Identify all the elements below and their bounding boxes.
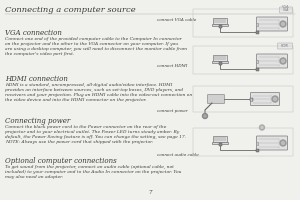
Circle shape	[204, 115, 206, 117]
FancyBboxPatch shape	[213, 54, 227, 61]
Circle shape	[202, 114, 208, 118]
Bar	[218, 62, 221, 64]
FancyBboxPatch shape	[278, 43, 292, 49]
Circle shape	[261, 127, 263, 129]
Text: VGA: VGA	[282, 5, 290, 9]
Circle shape	[280, 21, 286, 27]
FancyBboxPatch shape	[214, 55, 226, 60]
Text: HDMI connection: HDMI connection	[5, 75, 68, 83]
FancyBboxPatch shape	[256, 136, 287, 150]
FancyBboxPatch shape	[214, 136, 226, 141]
FancyBboxPatch shape	[208, 95, 224, 104]
FancyBboxPatch shape	[280, 7, 292, 13]
Text: connect power: connect power	[157, 109, 188, 113]
Text: Connect the black power cord to the Power connector on the rear of the
projector: Connect the black power cord to the Powe…	[5, 125, 186, 144]
Circle shape	[280, 58, 286, 64]
FancyBboxPatch shape	[212, 60, 228, 63]
Text: connect HDMI: connect HDMI	[157, 64, 188, 68]
FancyBboxPatch shape	[213, 18, 227, 24]
FancyBboxPatch shape	[256, 17, 287, 31]
Bar	[218, 24, 221, 27]
Text: Connecting power: Connecting power	[5, 117, 70, 125]
FancyBboxPatch shape	[256, 54, 287, 68]
Circle shape	[281, 142, 284, 144]
Circle shape	[274, 98, 277, 100]
FancyBboxPatch shape	[256, 142, 257, 144]
FancyBboxPatch shape	[256, 60, 257, 62]
Text: connect VGA cable: connect VGA cable	[157, 18, 196, 22]
Circle shape	[260, 125, 265, 130]
Circle shape	[281, 60, 284, 62]
Bar	[218, 142, 221, 146]
Circle shape	[281, 22, 284, 25]
Text: HDMI is a standard, uncompressed, all-digital audio/video interface. HDMI
provid: HDMI is a standard, uncompressed, all-di…	[5, 83, 192, 102]
Circle shape	[280, 140, 286, 146]
Text: Connecting a computer source: Connecting a computer source	[5, 6, 136, 14]
Circle shape	[272, 96, 278, 102]
FancyBboxPatch shape	[250, 98, 251, 100]
Text: VGA: VGA	[283, 8, 289, 12]
Text: 7: 7	[148, 190, 152, 195]
Text: Connect one end of the provided computer cable to the Computer In connector
on t: Connect one end of the provided computer…	[5, 37, 187, 56]
Bar	[250, 98, 253, 100]
Text: connect audio cable: connect audio cable	[157, 153, 199, 157]
FancyBboxPatch shape	[212, 23, 228, 26]
Text: To get sound from the projector, connect an audio cable (optional cable, not
inc: To get sound from the projector, connect…	[5, 165, 181, 179]
FancyBboxPatch shape	[213, 136, 227, 142]
FancyBboxPatch shape	[256, 22, 257, 25]
FancyBboxPatch shape	[214, 19, 226, 23]
Text: VGA connection: VGA connection	[5, 29, 62, 37]
Bar	[256, 68, 259, 71]
FancyBboxPatch shape	[212, 142, 228, 144]
Bar	[256, 148, 259, 152]
FancyBboxPatch shape	[250, 92, 280, 106]
Text: HDMI: HDMI	[281, 44, 289, 48]
Text: Optional computer connections: Optional computer connections	[5, 157, 117, 165]
Bar	[256, 30, 259, 33]
